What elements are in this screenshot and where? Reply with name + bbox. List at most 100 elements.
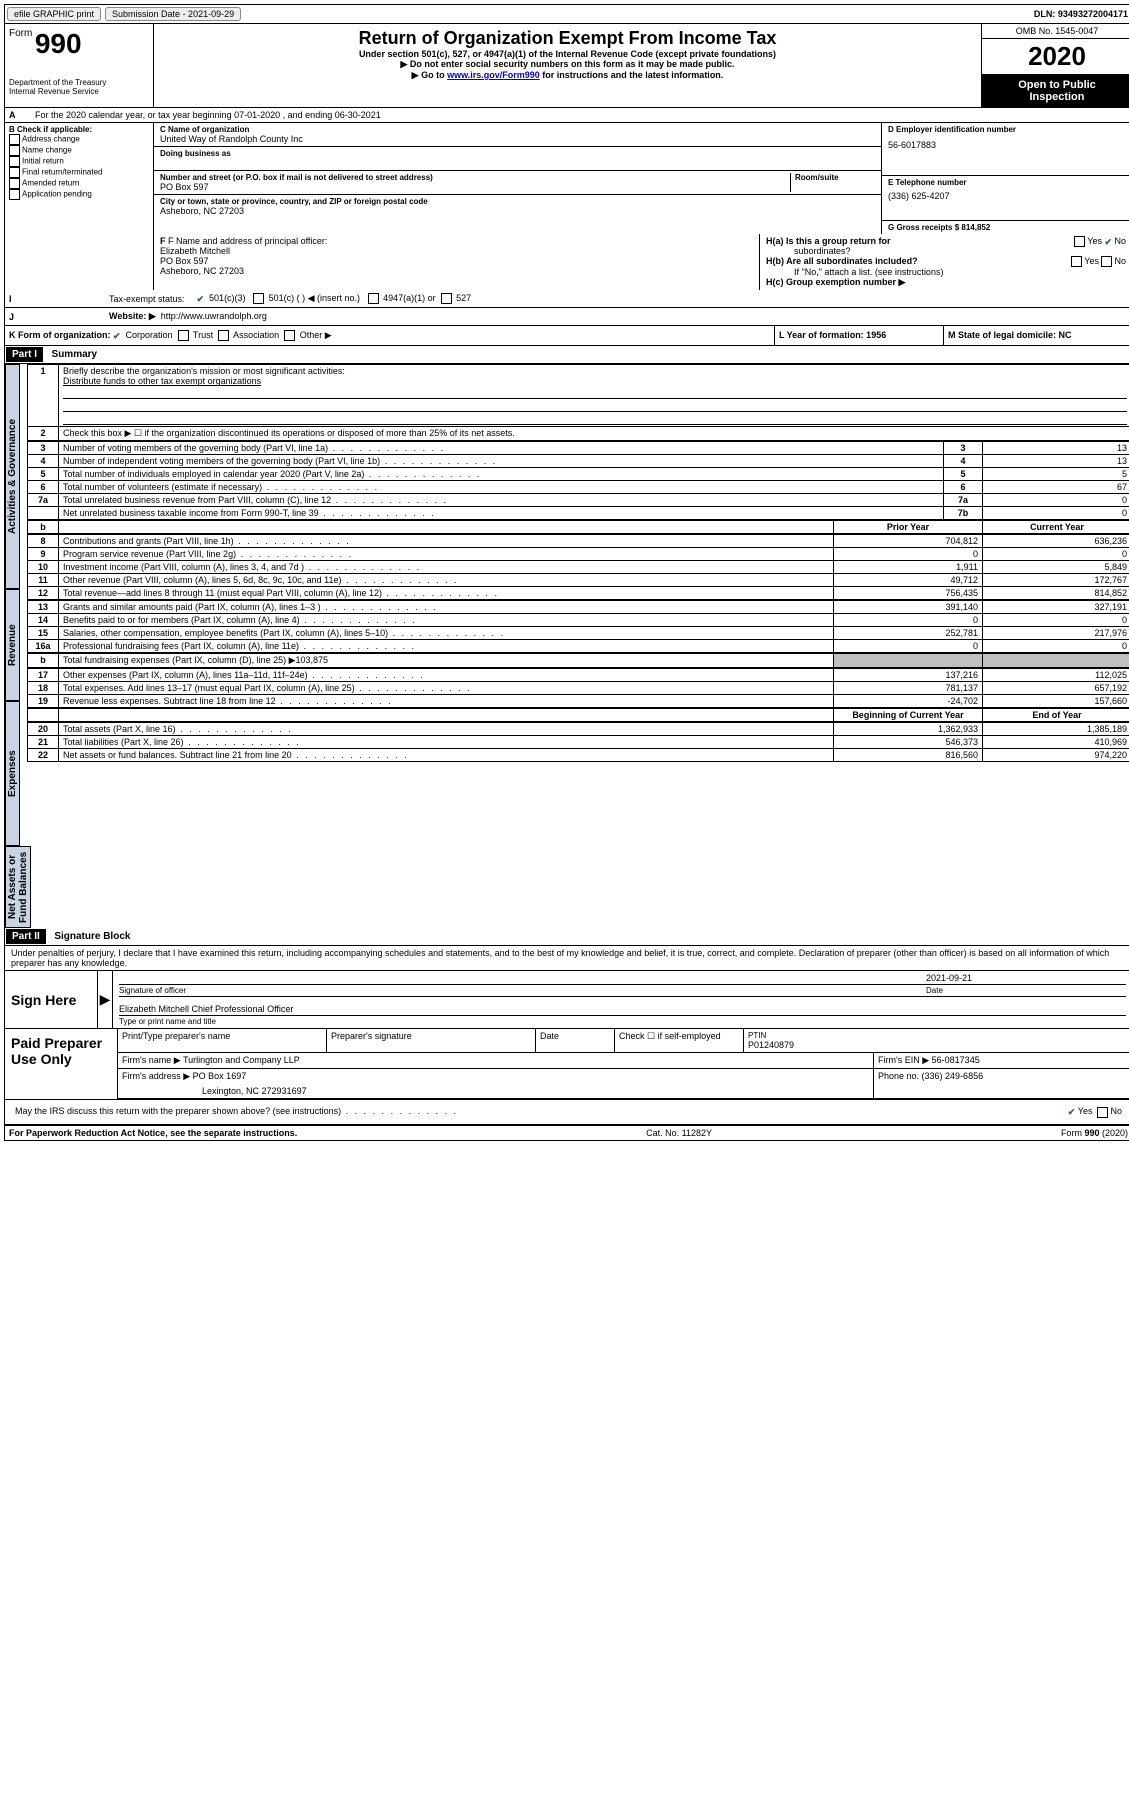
org-name: United Way of Randolph County Inc [160, 134, 875, 144]
sig-officer-label: Signature of officer [119, 986, 920, 995]
chk-name-change[interactable] [9, 145, 20, 156]
city-label: City or town, state or province, country… [160, 197, 875, 206]
part1-rows1: 3Number of voting members of the governi… [27, 441, 1129, 520]
chk-501c3[interactable]: ✔ [197, 294, 207, 304]
subtitle-2: Do not enter social security numbers on … [158, 59, 977, 70]
opt-501c: 501(c) ( ) ◀ (insert no.) [269, 293, 360, 303]
paid-prep-label: Paid Preparer Use Only [5, 1029, 118, 1099]
chk-initial-return[interactable] [9, 156, 20, 167]
org-name-label: C Name of organization [160, 125, 875, 134]
chk-4947[interactable] [368, 293, 379, 304]
prep-name-lbl: Print/Type preparer's name [118, 1029, 327, 1052]
line-desc: Salaries, other compensation, employee b… [59, 627, 834, 640]
chk-ha-no[interactable]: ✔ [1104, 237, 1114, 247]
firm-addr2: Lexington, NC 272931697 [122, 1086, 869, 1096]
sig-date: 2021-09-21 [920, 973, 1126, 983]
subtitle-3: Go to www.irs.gov/Form990 for instructio… [158, 70, 977, 81]
discuss-row: May the IRS discuss this return with the… [5, 1100, 1129, 1124]
part2-header-row: Part II Signature Block [5, 928, 1129, 946]
submission-date-btn[interactable]: Submission Date - 2021-09-29 [105, 7, 241, 21]
dba-label: Doing business as [160, 149, 875, 158]
part1-rev-hdr: bPrior YearCurrent Year [27, 520, 1129, 534]
chk-hb-yes[interactable] [1071, 256, 1082, 267]
ha-label2: subordinates? [766, 246, 891, 256]
part1-rows3b: 17Other expenses (Part IX, column (A), l… [27, 668, 1129, 708]
chk-discuss-no[interactable] [1097, 1107, 1108, 1118]
chk-501c[interactable] [253, 293, 264, 304]
opt-assoc: Association [233, 330, 279, 340]
officer-name: Elizabeth Mitchell [160, 246, 753, 256]
line-desc: Total liabilities (Part X, line 26) [59, 736, 834, 749]
omb-number: OMB No. 1545-0047 [982, 24, 1129, 39]
discuss-text: May the IRS discuss this return with the… [11, 1104, 462, 1119]
hdr-beg: Beginning of Current Year [834, 709, 983, 722]
line-a-text: For the 2020 calendar year, or tax year … [31, 108, 385, 122]
phone: (336) 625-4207 [888, 191, 1126, 201]
line-desc: Total number of volunteers (estimate if … [59, 481, 944, 494]
part1-rows2: 8Contributions and grants (Part VIII, li… [27, 534, 1129, 600]
type-name-label: Type or print name and title [119, 1017, 1126, 1026]
line-desc: Net assets or fund balances. Subtract li… [59, 749, 834, 762]
line-desc: Investment income (Part VIII, column (A)… [59, 561, 834, 574]
street-label: Number and street (or P.O. box if mail i… [160, 173, 786, 182]
goto-text: Go to [421, 70, 447, 80]
chk-final[interactable] [9, 167, 20, 178]
form-header: Form 990 Department of the Treasury Inte… [5, 24, 1129, 108]
chk-assoc[interactable] [218, 330, 229, 341]
line-desc: Program service revenue (Part VIII, line… [59, 548, 834, 561]
chk-trust[interactable] [178, 330, 189, 341]
hb-label: H(b) Are all subordinates included? [766, 256, 918, 266]
sign-here-label: Sign Here [5, 971, 98, 1028]
ein-label: D Employer identification number [888, 125, 1126, 134]
part1-header-row: Part I Summary [5, 346, 1129, 364]
irs-link[interactable]: www.irs.gov/Form990 [447, 70, 540, 80]
form-org-label: K Form of organization: [9, 330, 111, 340]
prep-date-lbl: Date [536, 1029, 615, 1052]
line-a: A For the 2020 calendar year, or tax yea… [5, 108, 1129, 123]
officer-addr2: Asheboro, NC 27203 [160, 266, 753, 276]
form-number: 990 [35, 28, 82, 59]
line-desc: Net unrelated business taxable income fr… [59, 507, 944, 520]
chk-discuss-yes[interactable]: ✔ [1068, 1107, 1078, 1117]
tab-revenue: Revenue [5, 589, 20, 701]
form-word: Form [9, 28, 32, 39]
chk-amended[interactable] [9, 178, 20, 189]
room-label: Room/suite [795, 173, 875, 182]
chk-ha-yes[interactable] [1074, 236, 1085, 247]
ptin-lbl: PTIN [748, 1031, 1128, 1040]
line-desc: Total number of individuals employed in … [59, 468, 944, 481]
chk-hb-no[interactable] [1101, 256, 1112, 267]
mission-text: Distribute funds to other tax exempt org… [63, 376, 1127, 386]
efile-btn[interactable]: efile GRAPHIC print [7, 7, 101, 21]
form-990-document: efile GRAPHIC print Submission Date - 20… [4, 4, 1129, 1141]
chk-corp[interactable]: ✔ [113, 331, 123, 341]
sign-here-row: Sign Here ▶ 2021-09-21 Signature of offi… [5, 971, 1129, 1029]
line-desc: Number of voting members of the governin… [59, 442, 944, 455]
chk-address-change[interactable] [9, 134, 20, 145]
firm-ein: 56-0817345 [932, 1055, 980, 1065]
chk-527[interactable] [441, 293, 452, 304]
chk-other[interactable] [284, 330, 295, 341]
line-desc: Other expenses (Part IX, column (A), lin… [59, 669, 834, 682]
section-klm: K Form of organization: ✔ Corporation Tr… [5, 326, 1129, 346]
firm-phone: Phone no. (336) 249-6856 [874, 1069, 1129, 1098]
no-lbl: No [1114, 236, 1126, 246]
dept-treasury: Department of the Treasury [9, 78, 149, 87]
website-url: http://www.uwrandolph.org [161, 311, 267, 321]
street: PO Box 597 [160, 182, 786, 192]
section-j: J Website: ▶ http://www.uwrandolph.org [5, 308, 1129, 326]
line-desc: Other revenue (Part VIII, column (A), li… [59, 574, 834, 587]
prep-self-lbl: Check ☐ if self-employed [615, 1029, 744, 1052]
line-desc: Total revenue—add lines 8 through 11 (mu… [59, 587, 834, 600]
tab-expenses: Expenses [5, 701, 20, 846]
hb-note: If "No," attach a list. (see instruction… [766, 267, 1126, 277]
website-label: Website: ▶ [109, 311, 156, 321]
chk-pending[interactable] [9, 189, 20, 200]
line-desc: Total unrelated business revenue from Pa… [59, 494, 944, 507]
part1-hdr: Part I [6, 347, 43, 362]
city: Asheboro, NC 27203 [160, 206, 875, 216]
line16b: Total fundraising expenses (Part IX, col… [59, 654, 834, 668]
officer-label: F Name and address of principal officer: [168, 236, 327, 246]
yes-lbl-2: Yes [1084, 256, 1099, 266]
prep-sig-lbl: Preparer's signature [327, 1029, 536, 1052]
